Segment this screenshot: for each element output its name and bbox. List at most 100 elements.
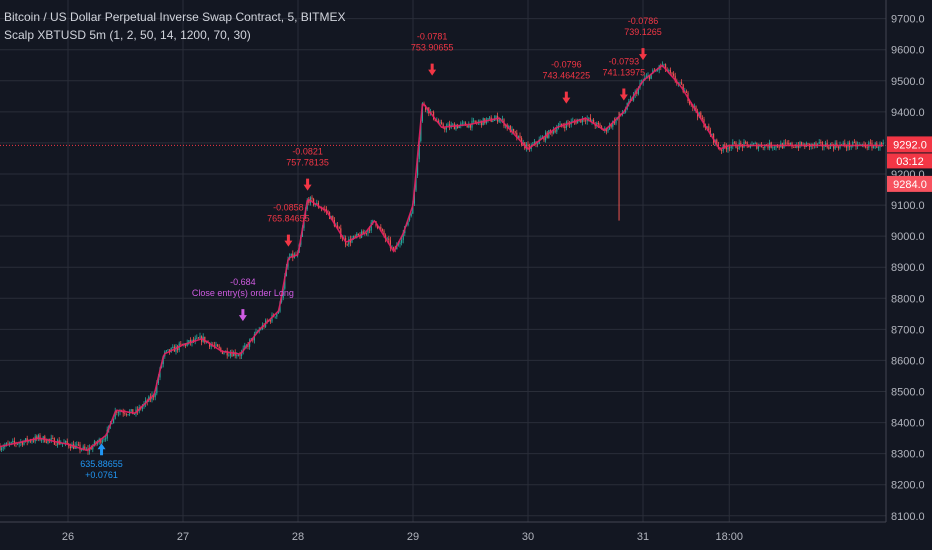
candle-body bbox=[231, 353, 233, 357]
candle-body bbox=[498, 119, 500, 122]
candle-body bbox=[671, 72, 673, 74]
short-entry-arrow-icon bbox=[284, 234, 293, 247]
price-tick-label: 9400.0 bbox=[891, 107, 925, 119]
candle-body bbox=[775, 145, 777, 148]
price-tick-label: 8300.0 bbox=[891, 449, 925, 461]
price-tick-label: 8400.0 bbox=[891, 418, 925, 430]
candle-body bbox=[681, 82, 683, 85]
indicator-title[interactable]: Scalp XBTUSD 5m (1, 2, 50, 14, 1200, 70,… bbox=[4, 28, 251, 42]
time-tick-label: 18:00 bbox=[715, 531, 743, 543]
candle-body bbox=[468, 123, 470, 128]
candle-body bbox=[5, 443, 7, 446]
candle-body bbox=[818, 142, 820, 144]
candle-body bbox=[636, 91, 638, 94]
candle-body bbox=[76, 444, 78, 446]
candle-body bbox=[869, 142, 871, 144]
candle-body bbox=[351, 238, 353, 243]
candle-body bbox=[122, 411, 124, 414]
candle-body bbox=[65, 441, 67, 443]
candle-body bbox=[36, 436, 38, 439]
candle-body bbox=[1, 448, 3, 451]
candle-body bbox=[308, 200, 310, 203]
candle-body bbox=[18, 442, 20, 444]
last-price-badge-bg bbox=[887, 136, 932, 153]
candle-body bbox=[753, 143, 755, 145]
candle-body bbox=[228, 355, 230, 357]
price-tick-label: 9700.0 bbox=[891, 14, 925, 26]
candle-body bbox=[794, 146, 796, 148]
signal-label: -0.0793 bbox=[609, 57, 640, 67]
symbol-title[interactable]: Bitcoin / US Dollar Perpetual Inverse Sw… bbox=[4, 10, 346, 24]
candle-body bbox=[837, 146, 839, 149]
candle-body bbox=[41, 439, 43, 441]
candle-body bbox=[597, 122, 599, 125]
candle-body bbox=[220, 348, 222, 351]
candle-body bbox=[84, 446, 86, 449]
candle-body bbox=[481, 120, 483, 126]
candle-body bbox=[45, 442, 47, 443]
candle-body bbox=[593, 119, 595, 124]
candle-body bbox=[223, 352, 225, 354]
candle-body bbox=[90, 447, 92, 450]
price-tick-label: 9000.0 bbox=[891, 231, 925, 243]
candle-body bbox=[415, 175, 417, 191]
candle-body bbox=[615, 118, 617, 124]
candle-body bbox=[357, 233, 359, 236]
candle-body bbox=[316, 202, 318, 205]
candle-body bbox=[855, 142, 857, 147]
candle-body bbox=[244, 345, 246, 349]
candle-body bbox=[466, 125, 468, 128]
candle-body bbox=[239, 355, 241, 356]
candle-body bbox=[33, 440, 35, 442]
candle-body bbox=[733, 142, 735, 144]
candle-body bbox=[7, 443, 9, 444]
signal-label: -0.0796 bbox=[551, 60, 582, 70]
candle-body bbox=[23, 441, 25, 445]
candle-body bbox=[313, 198, 315, 205]
candle-body bbox=[282, 288, 284, 299]
candle-body bbox=[407, 220, 409, 226]
candle-body bbox=[665, 64, 667, 70]
candle-body bbox=[700, 112, 702, 119]
candle-body bbox=[730, 145, 732, 149]
candle-body bbox=[613, 120, 615, 124]
short-entry-arrow-icon bbox=[303, 178, 312, 191]
candle-body bbox=[113, 418, 115, 424]
candle-body bbox=[386, 238, 388, 240]
candle-body bbox=[559, 123, 561, 126]
candle-body bbox=[124, 413, 126, 414]
candle-body bbox=[767, 145, 769, 148]
candle-body bbox=[764, 144, 766, 149]
price-axis[interactable]: 9700.09600.09500.09400.09300.09200.09100… bbox=[885, 0, 932, 523]
candle-body bbox=[669, 70, 671, 73]
candle-body bbox=[10, 442, 12, 444]
candle-body bbox=[517, 135, 519, 138]
candle-body bbox=[132, 409, 134, 415]
candle-body bbox=[689, 100, 691, 104]
signal-label: -0.684 bbox=[230, 277, 256, 287]
candle-body bbox=[101, 440, 103, 443]
candle-body bbox=[29, 440, 31, 442]
candle-body bbox=[721, 150, 723, 151]
candle-body bbox=[9, 443, 11, 445]
candle-body bbox=[50, 438, 52, 440]
signal-label: 757.78135 bbox=[286, 158, 329, 168]
candle-body bbox=[274, 316, 276, 318]
candle-body bbox=[362, 231, 364, 235]
candle-body bbox=[269, 319, 271, 322]
candle-body bbox=[388, 238, 390, 241]
candle-body bbox=[111, 423, 113, 425]
candle-body bbox=[749, 146, 751, 148]
time-axis[interactable]: 06:002526272829303118:00 bbox=[0, 521, 886, 543]
candle-body bbox=[829, 143, 831, 149]
candle-body bbox=[877, 147, 879, 149]
candle-body bbox=[69, 446, 71, 449]
price-tick-label: 8700.0 bbox=[891, 324, 925, 336]
candle-body bbox=[397, 244, 399, 245]
candle-body bbox=[554, 130, 556, 132]
candle-body bbox=[25, 438, 27, 442]
candle-body bbox=[604, 128, 606, 130]
candle-body bbox=[332, 216, 334, 220]
candle-body bbox=[519, 135, 521, 139]
